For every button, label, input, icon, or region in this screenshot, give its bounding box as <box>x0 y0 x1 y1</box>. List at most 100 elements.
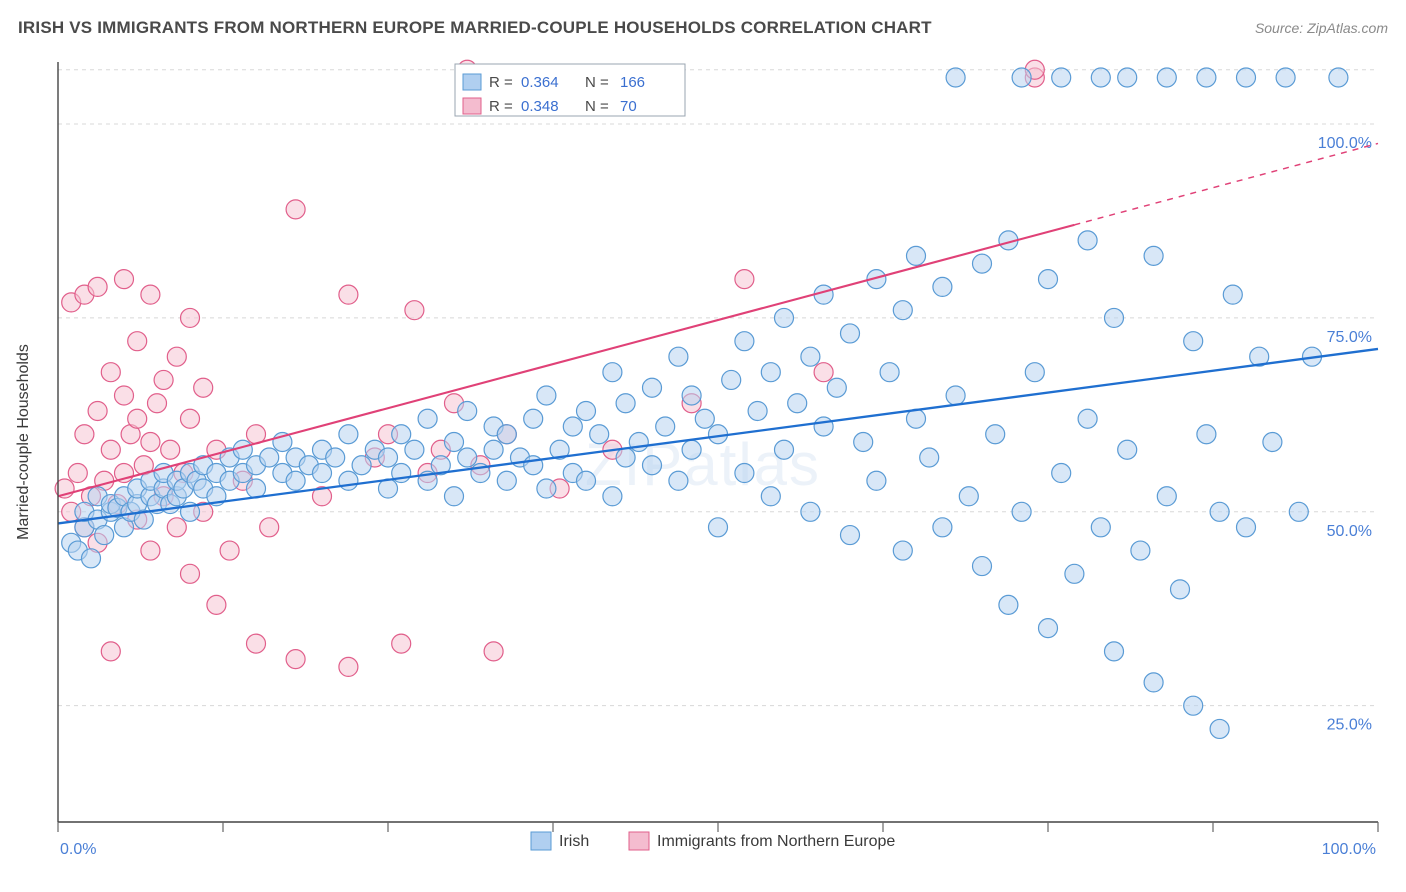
data-point <box>761 487 780 506</box>
data-point <box>801 502 820 521</box>
data-point <box>761 363 780 382</box>
data-point <box>669 347 688 366</box>
data-point <box>537 386 556 405</box>
data-point <box>1237 518 1256 537</box>
data-point <box>616 448 635 467</box>
data-point <box>286 471 305 490</box>
data-point <box>946 386 965 405</box>
data-point <box>669 471 688 490</box>
data-point <box>1091 518 1110 537</box>
data-point <box>418 409 437 428</box>
data-point <box>1223 285 1242 304</box>
stats-r-label: R = <box>489 98 513 115</box>
data-point <box>775 440 794 459</box>
data-point <box>735 464 754 483</box>
data-point <box>154 370 173 389</box>
data-point <box>141 433 160 452</box>
x-tick-label: 100.0% <box>1322 841 1376 858</box>
data-point <box>959 487 978 506</box>
legend-swatch <box>629 832 649 850</box>
data-point <box>603 363 622 382</box>
data-point <box>1157 68 1176 87</box>
data-point <box>907 409 926 428</box>
stats-n-value: 166 <box>620 74 645 91</box>
data-point <box>1025 363 1044 382</box>
data-point <box>524 409 543 428</box>
data-point <box>247 479 266 498</box>
x-tick-label: 0.0% <box>60 841 96 858</box>
data-point <box>1276 68 1295 87</box>
stats-r-value: 0.364 <box>521 74 559 91</box>
data-point <box>1144 246 1163 265</box>
data-point <box>1052 68 1071 87</box>
data-point <box>497 425 516 444</box>
data-point <box>260 518 279 537</box>
data-point <box>101 363 120 382</box>
data-point <box>1052 464 1071 483</box>
data-point <box>445 487 464 506</box>
data-point <box>577 401 596 420</box>
data-point <box>1078 231 1097 250</box>
data-point <box>1105 642 1124 661</box>
data-point <box>920 448 939 467</box>
data-point <box>207 595 226 614</box>
data-point <box>1184 696 1203 715</box>
data-point <box>379 448 398 467</box>
data-point <box>101 440 120 459</box>
data-point <box>68 464 87 483</box>
data-point <box>148 394 167 413</box>
data-point <box>95 526 114 545</box>
data-point <box>405 440 424 459</box>
trend-line-extrapolated <box>1074 143 1378 224</box>
legend-swatch <box>463 74 481 90</box>
data-point <box>1012 68 1031 87</box>
data-point <box>313 464 332 483</box>
data-point <box>643 456 662 475</box>
data-point <box>1118 68 1137 87</box>
data-point <box>867 471 886 490</box>
stats-r-label: R = <box>489 74 513 91</box>
data-point <box>841 324 860 343</box>
data-point <box>161 440 180 459</box>
data-point <box>339 285 358 304</box>
data-point <box>748 401 767 420</box>
data-point <box>735 270 754 289</box>
data-point <box>484 642 503 661</box>
legend-swatch <box>531 832 551 850</box>
data-point <box>88 277 107 296</box>
data-point <box>1197 425 1216 444</box>
data-point <box>973 557 992 576</box>
data-point <box>1237 68 1256 87</box>
data-point <box>682 440 701 459</box>
legend-swatch <box>463 98 481 114</box>
data-point <box>537 479 556 498</box>
data-point <box>484 440 503 459</box>
data-point <box>577 471 596 490</box>
data-point <box>1171 580 1190 599</box>
data-point <box>352 456 371 475</box>
data-point <box>286 200 305 219</box>
data-point <box>1078 409 1097 428</box>
data-point <box>101 642 120 661</box>
data-point <box>695 409 714 428</box>
data-point <box>286 650 305 669</box>
data-point <box>1184 332 1203 351</box>
data-point <box>563 417 582 436</box>
data-point <box>167 518 186 537</box>
data-point <box>616 394 635 413</box>
data-point <box>497 471 516 490</box>
data-point <box>128 409 147 428</box>
data-point <box>379 479 398 498</box>
data-point <box>458 448 477 467</box>
data-point <box>682 386 701 405</box>
legend-label: Irish <box>559 833 589 850</box>
data-point <box>181 564 200 583</box>
data-point <box>339 471 358 490</box>
stats-n-value: 70 <box>620 98 637 115</box>
source-attribution: Source: ZipAtlas.com <box>1255 20 1388 36</box>
data-point <box>1091 68 1110 87</box>
data-point <box>458 401 477 420</box>
y-tick-label: 50.0% <box>1327 523 1372 540</box>
stats-r-value: 0.348 <box>521 98 559 115</box>
data-point <box>643 378 662 397</box>
